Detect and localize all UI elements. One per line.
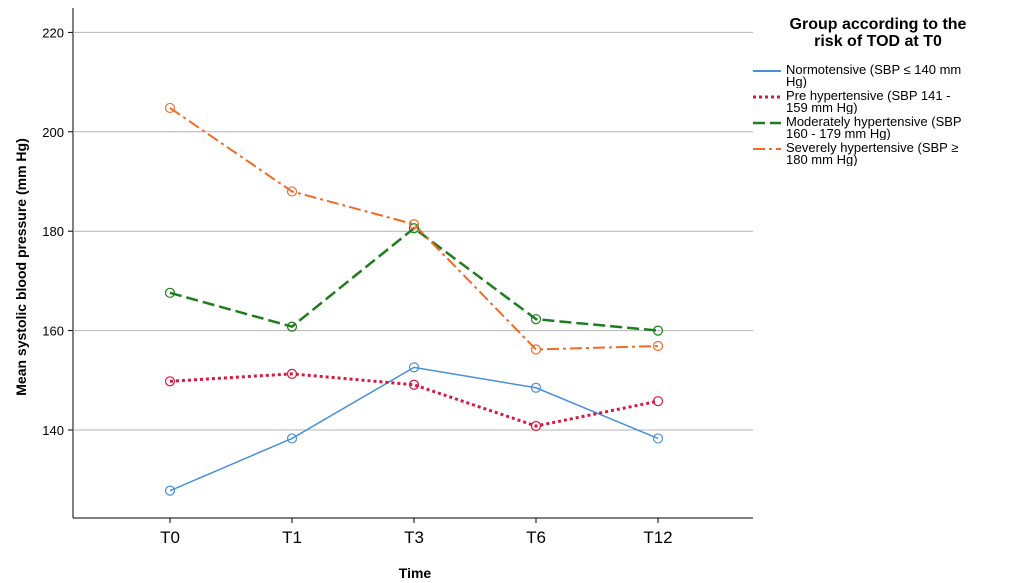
x-tick-label-t6: T6 (526, 528, 546, 547)
legend-swatch-pre-hypertensive (753, 95, 781, 99)
y-axis-label: Mean systolic blood pressure (mm Hg) (13, 138, 29, 396)
legend-label-pre-hypertensive: Pre hypertensive (SBP 141 - 159 mm Hg) (786, 90, 951, 114)
point-pre-t1 (286, 368, 298, 379)
series-line-moderately (169, 226, 659, 332)
legend-item-moderately-hypertensive: Moderately hypertensive (SBP 160 - 179 m… (752, 116, 1004, 140)
y-tick-label-200: 200 (42, 125, 64, 140)
point-severely-t12 (652, 340, 664, 352)
point-severely-t1 (286, 186, 298, 197)
legend-item-pre-hypertensive: Pre hypertensive (SBP 141 - 159 mm Hg) (752, 90, 1004, 114)
legend-label-moderately-hypertensive: Moderately hypertensive (SBP 160 - 179 m… (786, 116, 962, 140)
plot-frame (72, 8, 753, 519)
point-normotensive-t6 (530, 382, 542, 393)
point-moderately-t0 (164, 287, 176, 298)
point-normotensive-t3 (408, 362, 420, 373)
legend-title: Group according to the risk of TOD at T0 (752, 16, 1004, 50)
x-axis-ticks: T0 T1 T3 T6 T12 (160, 518, 673, 547)
y-tick-label-160: 160 (42, 324, 64, 339)
point-severely-t3 (408, 219, 420, 230)
x-axis-label: Time (399, 565, 432, 581)
point-moderately-t3 (408, 223, 420, 234)
y-tick-label-220: 220 (42, 25, 64, 40)
point-severely-t0 (164, 102, 176, 114)
y-tick-label-180: 180 (42, 224, 64, 239)
x-tick-label-t0: T0 (160, 528, 180, 547)
point-normotensive-t0 (164, 485, 176, 496)
series-line-severely (169, 107, 659, 351)
point-normotensive-t1 (286, 433, 298, 444)
point-moderately-t1 (286, 321, 298, 332)
legend: Group according to the risk of TOD at T0… (752, 16, 1004, 168)
x-tick-label-t3: T3 (404, 528, 424, 547)
legend-label-normotensive: Normotensive (SBP ≤ 140 mm Hg) (786, 64, 962, 88)
legend-item-normotensive: Normotensive (SBP ≤ 140 mm Hg) (752, 64, 1004, 88)
legend-swatch-normotensive (753, 70, 781, 72)
legend-item-severely-hypertensive: Severely hypertensive (SBP ≥ 180 mm Hg) (752, 142, 1004, 166)
legend-swatch-severely-hypertensive (753, 148, 781, 150)
series-line-pre (169, 372, 659, 428)
legend-title-line-1: Group according to the (789, 16, 967, 33)
x-tick-label-t12: T12 (643, 528, 672, 547)
point-pre-t3 (408, 379, 420, 390)
series-line-normotensive (169, 366, 659, 492)
point-severely-t6 (530, 344, 542, 355)
y-tick-label-140: 140 (42, 423, 64, 438)
point-moderately-t12 (652, 325, 664, 336)
legend-label-severely-hypertensive: Severely hypertensive (SBP ≥ 180 mm Hg) (786, 142, 959, 166)
x-tick-label-t1: T1 (282, 528, 302, 547)
legend-title-line-2: risk of TOD at T0 (814, 33, 942, 50)
series-points (164, 102, 664, 496)
series-lines (169, 107, 659, 492)
point-normotensive-t12 (652, 433, 664, 444)
point-pre-t12 (652, 396, 664, 407)
point-moderately-t6 (530, 314, 542, 325)
gridlines (73, 31, 753, 431)
point-pre-t0 (164, 376, 176, 387)
legend-swatch-moderately-hypertensive (753, 121, 781, 125)
y-axis-ticks: 140 160 180 200 220 (42, 25, 73, 438)
point-pre-t6 (530, 420, 542, 432)
